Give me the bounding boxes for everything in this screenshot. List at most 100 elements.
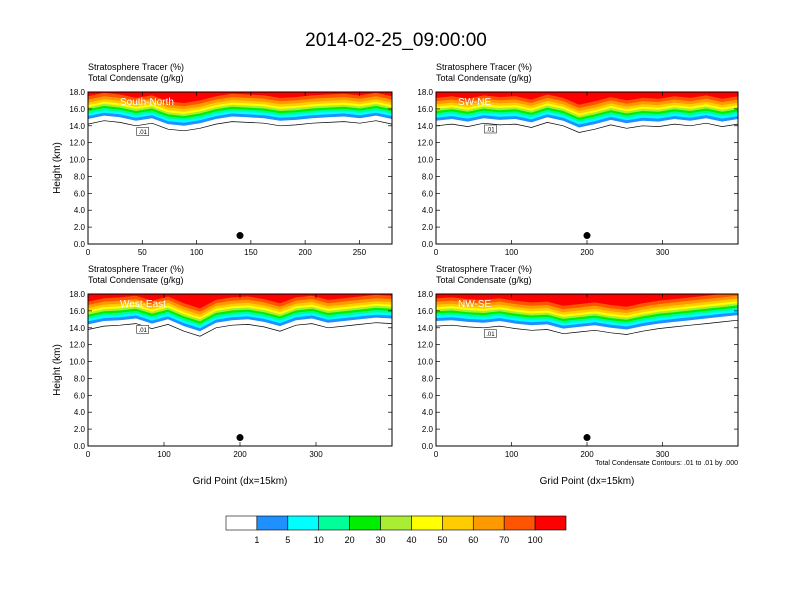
y-tick-label: 6.0 — [74, 189, 86, 198]
condensate-contour — [436, 319, 738, 335]
colorbar-swatch — [534, 515, 567, 531]
colorbar-swatch — [503, 515, 536, 531]
x-tick-label: 100 — [157, 450, 171, 459]
tracer-fill — [436, 92, 738, 133]
x-tick-label: 300 — [309, 450, 323, 459]
panel-header-condensate: Total Condensate (g/kg) — [436, 275, 532, 285]
panel-header-tracer: Stratosphere Tracer (%) — [436, 264, 532, 274]
panel-header-condensate: Total Condensate (g/kg) — [88, 275, 184, 285]
panel-header-tracer: Stratosphere Tracer (%) — [88, 62, 184, 72]
y-tick-label: 0.0 — [422, 442, 434, 451]
colorbar-swatch — [256, 515, 289, 531]
y-tick-label: 6.0 — [422, 391, 434, 400]
contour-label-box — [136, 127, 149, 136]
x-tick-label: 200 — [580, 248, 594, 257]
y-tick-label: 10.0 — [69, 156, 85, 165]
colorbar-label: 10 — [314, 535, 324, 545]
y-tick-label: 2.0 — [422, 425, 434, 434]
location-marker — [583, 232, 591, 240]
y-tick-label: 12.0 — [69, 341, 85, 350]
colorbar: 1 5 10 20 30 40 50 60 70 100 — [225, 515, 567, 545]
y-tick-label: 2.0 — [422, 223, 434, 232]
y-tick-label: 10.0 — [417, 358, 433, 367]
colorbar-label: 1 — [254, 535, 259, 545]
colorbar-label: 30 — [376, 535, 386, 545]
section-label: SW-NE — [458, 97, 491, 108]
y-tick-label: 14.0 — [417, 122, 433, 131]
contour-label-box — [484, 124, 497, 134]
y-tick-label: 16.0 — [417, 307, 433, 316]
colorbar-swatch — [349, 515, 381, 531]
colorbar-swatch — [472, 515, 505, 531]
contour-label-text: .01 — [486, 332, 495, 338]
x-tick-label: 100 — [505, 450, 519, 459]
x-tick-label: 300 — [656, 248, 670, 257]
y-tick-label: 2.0 — [74, 223, 86, 232]
contour-label: .01 — [484, 124, 497, 134]
y-tick-label: 8.0 — [74, 374, 86, 383]
y-axis-title: Height (km) — [52, 142, 63, 194]
colorbar-swatch — [287, 515, 320, 531]
contour-label-text: .01 — [486, 128, 495, 134]
colorbar-swatch — [442, 515, 474, 531]
condensate-contour — [88, 322, 392, 337]
panel-header-tracer: Stratosphere Tracer (%) — [88, 264, 184, 274]
y-tick-label: 16.0 — [417, 105, 433, 114]
x-tick-label: 0 — [434, 248, 439, 257]
y-tick-label: 12.0 — [417, 139, 433, 148]
section-label: West-East — [120, 299, 166, 310]
contour-label-text: .01 — [139, 328, 148, 334]
x-tick-label: 50 — [138, 248, 147, 257]
tracer-fill — [88, 294, 392, 337]
x-tick-label: 0 — [86, 450, 91, 459]
y-tick-label: 6.0 — [422, 189, 434, 198]
y-tick-label: 4.0 — [74, 206, 86, 215]
panel-header-condensate: Total Condensate (g/kg) — [88, 73, 184, 83]
location-marker — [583, 434, 591, 442]
panel-nw-se: .01 0.0 2.0 4.0 6.0 8.0 10.0 12.0 14.0 16.0 18.0 0 1… — [417, 264, 739, 487]
colorbar-swatch — [318, 515, 350, 531]
y-tick-label: 4.0 — [74, 408, 86, 417]
x-tick-label: 100 — [190, 248, 204, 257]
x-tick-label: 0 — [434, 450, 439, 459]
y-tick-label: 14.0 — [69, 324, 85, 333]
contour-label: .01 — [484, 329, 497, 338]
colorbar-label: 60 — [468, 535, 478, 545]
y-tick-label: 16.0 — [69, 105, 85, 114]
tracer-fill — [88, 92, 392, 132]
y-tick-label: 8.0 — [74, 172, 86, 181]
y-tick-label: 4.0 — [422, 206, 434, 215]
y-tick-label: 14.0 — [69, 122, 85, 131]
y-tick-label: 6.0 — [74, 391, 86, 400]
section-label: South-North — [120, 97, 174, 108]
plot-frame — [87, 91, 393, 245]
panel-sw-ne: .01 0.0 2.0 4.0 6.0 8.0 10.0 12.0 14.0 16.0 18.0 0 1… — [417, 62, 739, 257]
contour-label: .01 — [136, 127, 149, 136]
x-tick-label: 200 — [298, 248, 312, 257]
y-tick-label: 0.0 — [74, 240, 86, 249]
contour-label-box — [484, 329, 497, 338]
y-tick-label: 0.0 — [422, 240, 434, 249]
y-tick-label: 12.0 — [69, 139, 85, 148]
y-tick-label: 16.0 — [69, 307, 85, 316]
y-tick-label: 14.0 — [417, 324, 433, 333]
condensate-contour — [88, 120, 392, 132]
colorbar-label: 20 — [345, 535, 355, 545]
colorbar-label: 50 — [437, 535, 447, 545]
y-tick-label: 18.0 — [417, 290, 433, 299]
location-marker — [236, 434, 244, 442]
colorbar-swatch — [380, 515, 412, 531]
x-tick-label: 0 — [86, 248, 91, 257]
condensate-contour — [436, 122, 738, 133]
x-tick-label: 200 — [233, 450, 247, 459]
tracer-band-10 — [88, 92, 392, 103]
y-tick-label: 8.0 — [422, 374, 434, 383]
y-tick-label: 18.0 — [69, 290, 85, 299]
location-marker — [236, 232, 244, 240]
colorbar-swatch — [225, 515, 258, 531]
colorbar-label: 70 — [499, 535, 509, 545]
y-tick-label: 8.0 — [422, 172, 434, 181]
colorbar-label: 100 — [528, 535, 543, 545]
contour-label-text: .01 — [139, 130, 148, 136]
x-tick-label: 100 — [505, 248, 519, 257]
